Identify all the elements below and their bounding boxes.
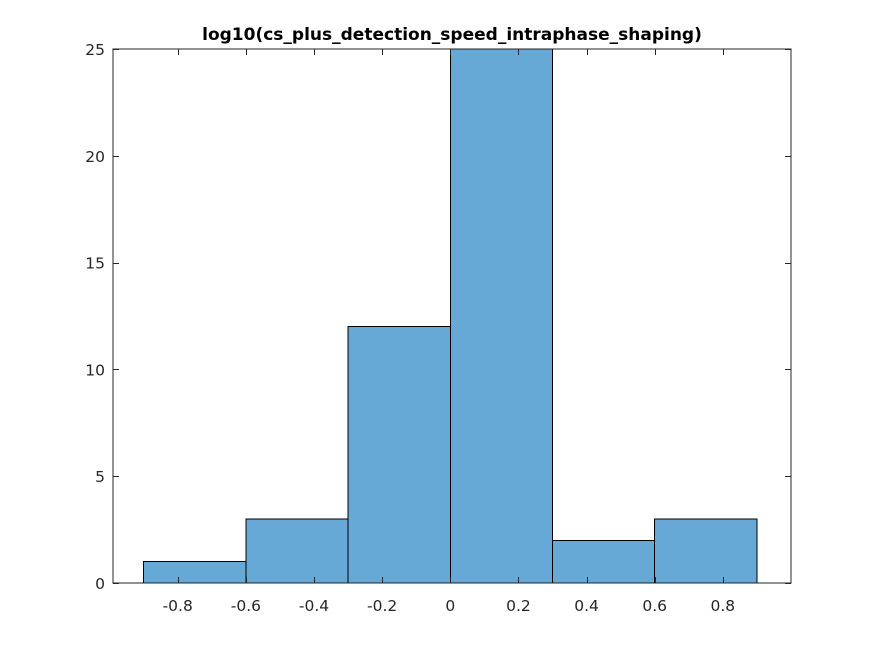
y-tick-label: 0	[95, 575, 105, 593]
y-tick-label: 15	[85, 255, 105, 273]
x-axis-ticks: -0.8 -0.6 -0.4 -0.2 0 0.2 0.4 0.6 0.8	[163, 49, 736, 615]
histogram-bars	[143, 48, 758, 584]
x-tick-label: 0	[445, 597, 455, 615]
y-tick-label: 10	[85, 361, 105, 379]
x-tick-label: 0.2	[506, 597, 531, 615]
histogram-bar	[245, 518, 349, 584]
x-tick-label: 0.6	[642, 597, 667, 615]
y-tick-label: 5	[95, 468, 105, 486]
x-tick-label: -0.2	[367, 597, 397, 615]
y-tick-label: 25	[85, 41, 105, 59]
chart-title: log10(cs_plus_detection_speed_intraphase…	[202, 25, 702, 45]
y-tick-label: 20	[85, 148, 105, 166]
histogram-bar	[347, 326, 451, 584]
axes-box	[112, 48, 792, 584]
histogram-bar	[143, 561, 247, 584]
histogram-bar	[654, 518, 758, 584]
x-tick-label: -0.4	[299, 597, 329, 615]
y-axis-ticks: 0 5 10 15 20 25	[85, 41, 791, 593]
histogram-bar	[449, 48, 553, 584]
x-tick-label: 0.4	[574, 597, 599, 615]
x-tick-label: -0.6	[231, 597, 261, 615]
histogram-bar	[552, 539, 656, 584]
x-tick-label: -0.8	[163, 597, 193, 615]
x-tick-label: 0.8	[711, 597, 736, 615]
